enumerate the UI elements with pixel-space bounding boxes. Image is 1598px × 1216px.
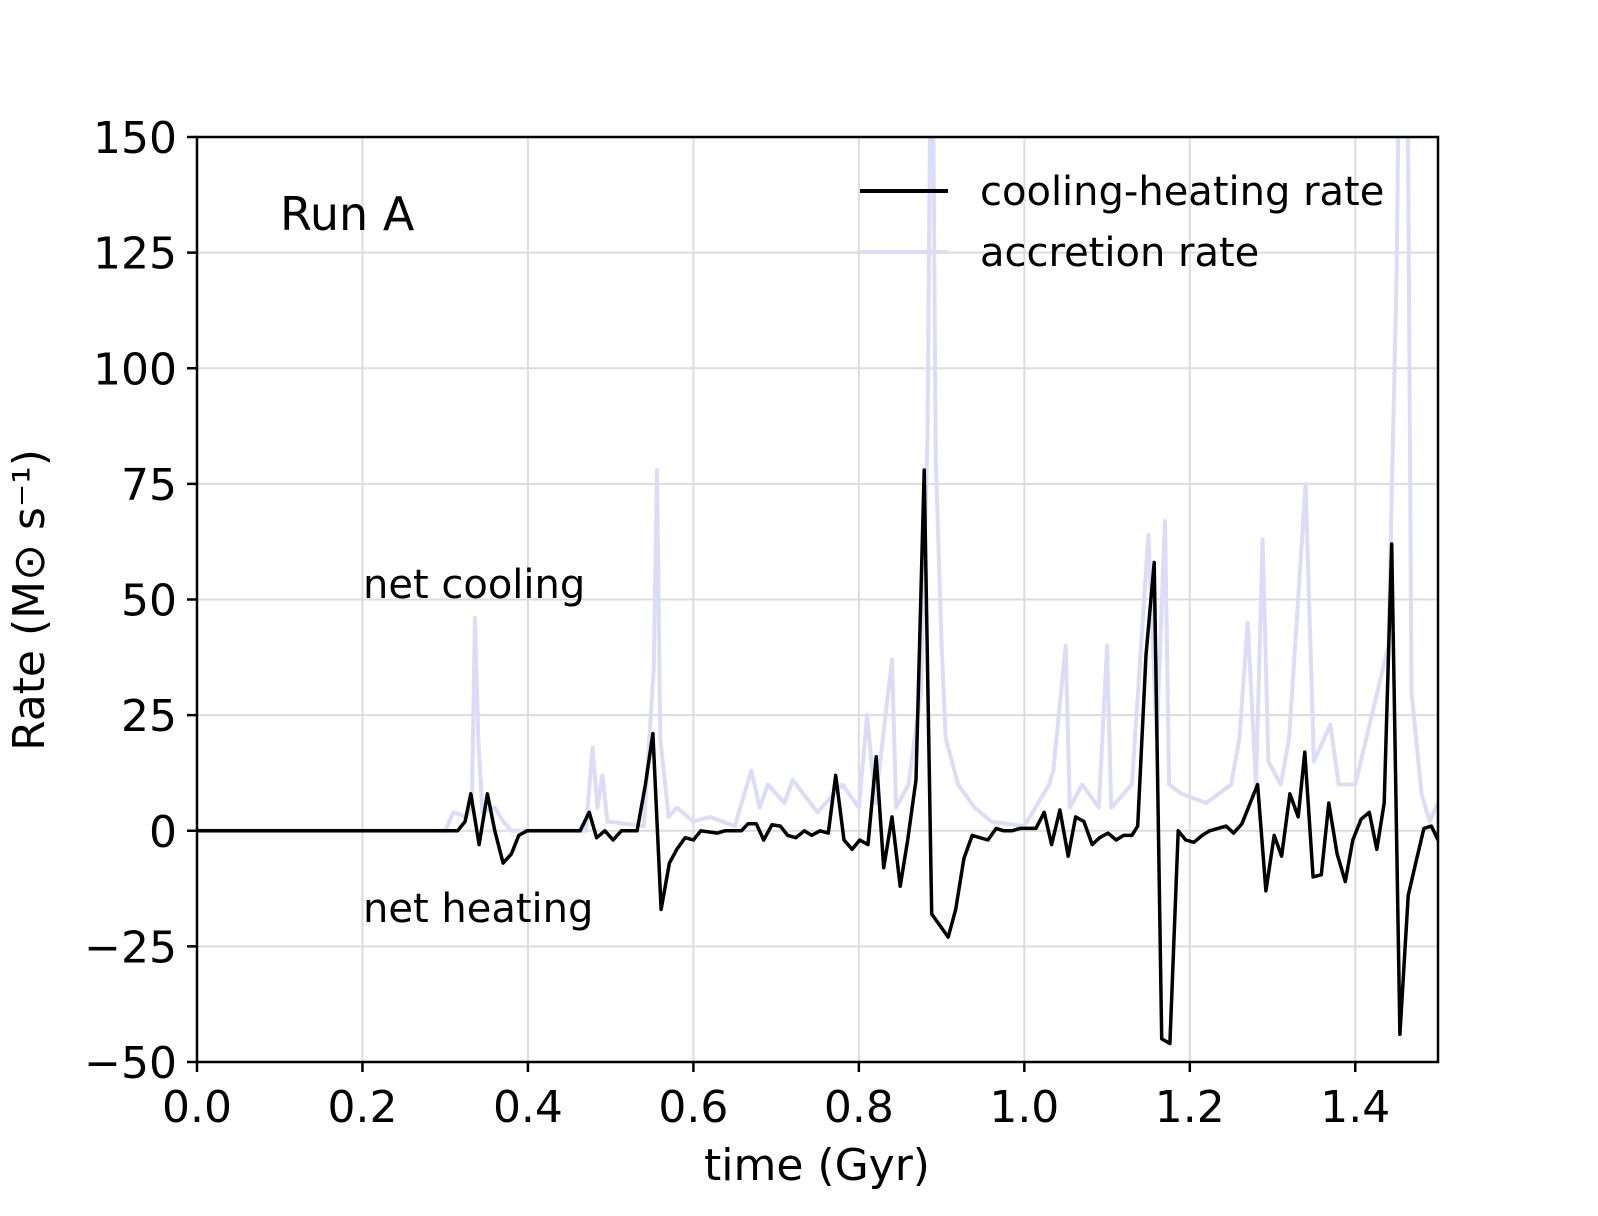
x-tick-label: 1.4 (1320, 1082, 1390, 1133)
x-tick-label: 0.0 (162, 1082, 232, 1133)
x-axis-label: time (Gyr) (704, 1140, 930, 1191)
y-tick-label: 125 (93, 229, 177, 280)
x-tick-label: 1.2 (1155, 1082, 1225, 1133)
plot-lines (197, 137, 1438, 1046)
y-tick-label: 25 (121, 691, 177, 742)
y-tick-label: 75 (121, 460, 177, 511)
annotation: net heating (363, 886, 593, 932)
y-axis-label: Rate (M⊙ s⁻¹) (4, 449, 55, 751)
x-tick-label: 0.2 (327, 1082, 397, 1133)
y-tick-label: −50 (84, 1038, 177, 1089)
x-tick-label: 0.8 (824, 1082, 894, 1133)
x-tick-label: 0.6 (658, 1082, 728, 1133)
annotation: net cooling (363, 562, 585, 608)
y-tick-label: 50 (121, 576, 177, 627)
legend: cooling-heating rate accretion rate (860, 169, 1384, 276)
y-tick-label: 150 (93, 113, 177, 164)
x-tick-label: 1.0 (989, 1082, 1059, 1133)
accretion-line (197, 137, 1438, 833)
ticks: 0.0 0.2 0.4 0.6 0.8 1.0 1.2 1.4 −50 −25 0 25 50 75 100… (84, 113, 1390, 1133)
y-tick-label: 100 (93, 344, 177, 395)
legend-label: cooling-heating rate (980, 169, 1384, 215)
y-tick-label: −25 (84, 922, 177, 973)
legend-label: accretion rate (980, 230, 1259, 276)
annotation: Run A (280, 187, 415, 241)
x-tick-label: 0.4 (493, 1082, 563, 1133)
cooling-heating-line (197, 468, 1438, 1046)
y-tick-label: 0 (149, 807, 177, 858)
